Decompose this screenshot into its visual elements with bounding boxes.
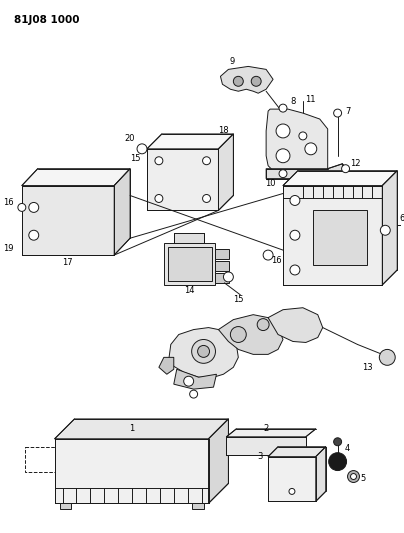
Circle shape [202, 195, 210, 203]
Text: 5: 5 [361, 474, 366, 483]
Circle shape [234, 76, 243, 86]
Circle shape [263, 250, 273, 260]
Polygon shape [219, 134, 234, 211]
Circle shape [342, 165, 349, 173]
Circle shape [290, 265, 300, 275]
Circle shape [155, 195, 163, 203]
Circle shape [29, 230, 39, 240]
Circle shape [380, 225, 390, 235]
Circle shape [18, 204, 26, 212]
Bar [59, 503, 72, 510]
Polygon shape [226, 429, 316, 437]
Circle shape [137, 144, 147, 154]
Circle shape [189, 390, 198, 398]
Polygon shape [268, 447, 326, 457]
Polygon shape [266, 109, 328, 179]
Text: 13: 13 [362, 363, 373, 372]
Circle shape [351, 473, 356, 480]
Polygon shape [159, 357, 174, 374]
Circle shape [202, 157, 210, 165]
Circle shape [289, 488, 295, 495]
Polygon shape [22, 185, 114, 255]
Text: 12: 12 [350, 159, 361, 168]
Circle shape [184, 376, 194, 386]
Text: 15: 15 [233, 295, 244, 304]
Circle shape [29, 203, 39, 212]
Text: 1: 1 [129, 424, 135, 433]
Polygon shape [55, 419, 228, 439]
Text: 9: 9 [230, 57, 235, 66]
Text: 19: 19 [3, 244, 13, 253]
Circle shape [299, 132, 307, 140]
Circle shape [334, 438, 342, 446]
Circle shape [279, 104, 287, 112]
Circle shape [290, 230, 300, 240]
Polygon shape [268, 457, 316, 502]
Bar [25, 447, 69, 472]
Bar [168, 247, 212, 281]
Circle shape [257, 319, 269, 330]
Bar [164, 243, 215, 285]
Circle shape [334, 109, 342, 117]
Circle shape [329, 453, 347, 471]
Text: 18: 18 [218, 126, 229, 135]
Circle shape [230, 327, 246, 343]
Text: 11: 11 [305, 95, 316, 104]
Circle shape [276, 124, 290, 138]
Polygon shape [283, 185, 382, 285]
Circle shape [191, 340, 215, 364]
Text: 20: 20 [125, 134, 135, 143]
Polygon shape [55, 439, 208, 503]
Polygon shape [382, 171, 397, 285]
Polygon shape [283, 171, 397, 185]
Polygon shape [219, 314, 283, 354]
Circle shape [347, 471, 360, 482]
Polygon shape [22, 168, 130, 185]
Text: 10: 10 [265, 179, 276, 188]
Polygon shape [268, 308, 323, 343]
Circle shape [155, 157, 163, 165]
Polygon shape [147, 149, 219, 211]
Circle shape [290, 196, 300, 205]
Polygon shape [316, 447, 326, 502]
Text: 15: 15 [130, 154, 140, 163]
Bar [191, 503, 204, 510]
Bar [313, 211, 367, 265]
Text: 81J08 1000: 81J08 1000 [14, 15, 80, 25]
Circle shape [379, 350, 395, 365]
Text: 4: 4 [345, 444, 350, 453]
Polygon shape [147, 134, 234, 149]
Bar [215, 261, 229, 271]
Text: 7: 7 [345, 107, 350, 116]
Text: 16: 16 [271, 255, 281, 264]
Polygon shape [208, 419, 228, 503]
Polygon shape [114, 168, 130, 255]
Text: 2: 2 [263, 424, 269, 433]
Circle shape [305, 143, 317, 155]
Bar [174, 233, 204, 243]
Polygon shape [174, 369, 217, 389]
Text: 8: 8 [290, 96, 296, 106]
Bar [215, 273, 229, 283]
Polygon shape [266, 164, 343, 179]
Circle shape [276, 149, 290, 163]
Circle shape [279, 169, 287, 177]
Circle shape [198, 345, 210, 357]
Text: 6: 6 [399, 214, 404, 223]
Text: 17: 17 [62, 257, 73, 266]
Polygon shape [169, 328, 238, 377]
Circle shape [251, 76, 261, 86]
Text: 3: 3 [257, 452, 263, 461]
Bar [215, 249, 229, 259]
Polygon shape [221, 67, 273, 93]
Text: 16: 16 [3, 198, 13, 207]
Polygon shape [226, 437, 306, 455]
Circle shape [223, 272, 234, 282]
Text: 14: 14 [184, 286, 195, 295]
